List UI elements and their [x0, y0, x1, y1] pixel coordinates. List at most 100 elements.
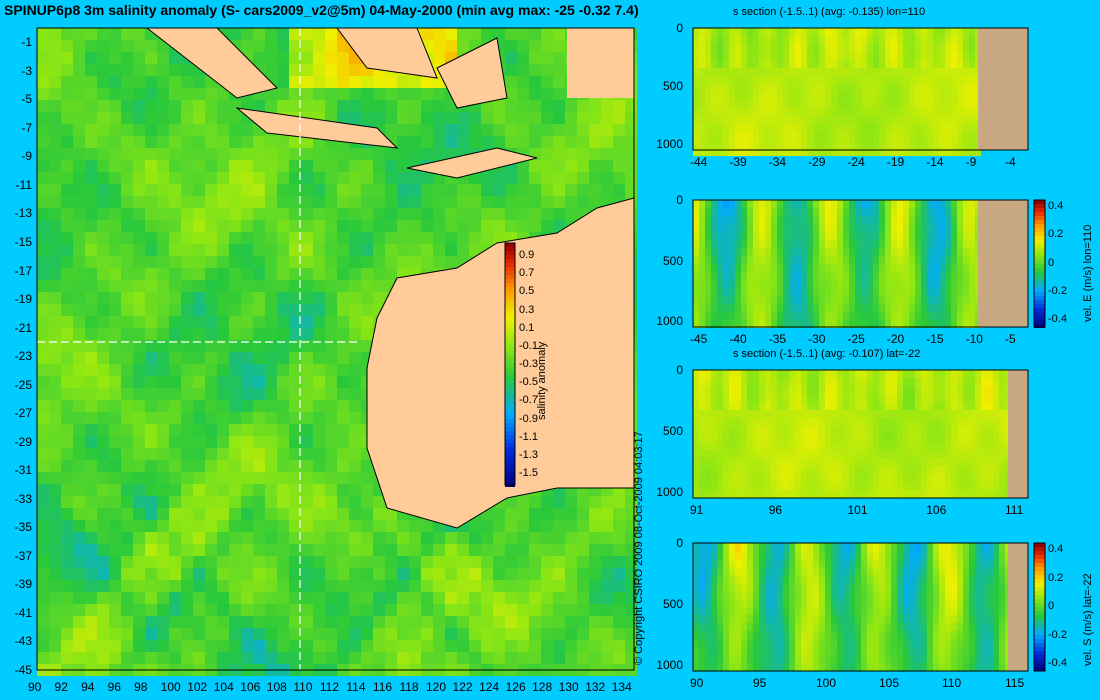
map-cell: [361, 484, 373, 496]
section-cell: [771, 272, 777, 280]
section-cell: [945, 264, 951, 272]
section-cell: [819, 426, 825, 434]
map-cell: [277, 64, 289, 76]
section-cell: [981, 434, 987, 442]
map-cell: [85, 292, 97, 304]
section-cell: [867, 450, 873, 458]
section-cell: [789, 108, 795, 116]
map-cell: [97, 88, 109, 100]
map-cell: [73, 40, 85, 52]
section-cell: [927, 386, 933, 394]
section-cell: [897, 148, 903, 156]
map-cell: [73, 616, 85, 628]
section-cell: [759, 394, 765, 402]
section-cell: [867, 304, 873, 312]
section-cell: [873, 280, 879, 288]
map-cell: [301, 52, 313, 64]
section-cell: [705, 458, 711, 466]
section-cell: [813, 378, 819, 386]
section-cell: [723, 60, 729, 68]
map-cell: [397, 652, 409, 664]
section-cell: [867, 52, 873, 60]
map-cell: [145, 112, 157, 124]
map-cell: [289, 376, 301, 388]
map-cell: [49, 520, 61, 532]
map-cell: [301, 340, 313, 352]
map-cell: [385, 256, 397, 268]
section-cell: [831, 240, 837, 248]
section-cell: [759, 100, 765, 108]
map-cell: [109, 424, 121, 436]
map-cell: [253, 592, 265, 604]
map-cell: [193, 100, 205, 112]
section-cell: [891, 418, 897, 426]
map-cell: [73, 52, 85, 64]
section-cell: [723, 410, 729, 418]
colorbar-segment: [505, 427, 515, 431]
section-cell: [783, 60, 789, 68]
map-cell: [97, 340, 109, 352]
section-cell: [693, 84, 699, 92]
section-cell: [975, 402, 981, 410]
section-cell: [759, 378, 765, 386]
section-cell: [807, 248, 813, 256]
section-cell: [915, 140, 921, 148]
section-cell: [951, 418, 957, 426]
section-cell: [873, 386, 879, 394]
colorbar-segment: [505, 379, 515, 383]
section-cell: [999, 426, 1005, 434]
map-cell: [85, 376, 97, 388]
section-cell: [951, 28, 957, 36]
section-cell: [975, 148, 981, 156]
map-cell: [433, 640, 445, 652]
colorbar-segment: [505, 411, 515, 415]
map-cell: [625, 136, 637, 148]
map-cell: [385, 604, 397, 616]
section-cell: [903, 148, 909, 156]
map-cell: [349, 256, 361, 268]
map-cell: [601, 100, 613, 112]
map-cell: [49, 28, 61, 40]
section-cell: [927, 44, 933, 52]
map-cell: [349, 424, 361, 436]
map-cell: [193, 652, 205, 664]
map-cell: [229, 304, 241, 316]
section-cell: [999, 434, 1005, 442]
map-cell: [217, 616, 229, 628]
map-cell: [337, 64, 349, 76]
map-cell: [553, 136, 565, 148]
map-cell: [85, 484, 97, 496]
section-cell: [759, 240, 765, 248]
map-cell: [193, 472, 205, 484]
map-cell: [133, 592, 145, 604]
section-colorbar-segment: [1034, 204, 1045, 208]
map-cell: [529, 100, 541, 112]
section-cell: [723, 36, 729, 44]
map-cell: [85, 220, 97, 232]
section-cell: [957, 402, 963, 410]
map-cell: [241, 304, 253, 316]
section-cell: [723, 92, 729, 100]
map-cell: [325, 496, 337, 508]
map-cell: [361, 268, 373, 280]
map-cell: [157, 352, 169, 364]
map-cell: [553, 640, 565, 652]
section-cell: [867, 132, 873, 140]
map-cell: [565, 508, 577, 520]
section-cell: [717, 288, 723, 296]
section-cell: [765, 394, 771, 402]
map-cell: [181, 220, 193, 232]
colorbar-segment: [505, 367, 515, 371]
section-cell: [909, 132, 915, 140]
section-cell: [813, 288, 819, 296]
map-cell: [181, 460, 193, 472]
section-cell: [867, 272, 873, 280]
section-cell: [885, 264, 891, 272]
map-cell: [457, 136, 469, 148]
map-cell: [337, 340, 349, 352]
map-cell: [253, 568, 265, 580]
section-cell: [915, 76, 921, 84]
map-cell: [265, 64, 277, 76]
section-cell: [699, 84, 705, 92]
map-cell: [97, 196, 109, 208]
